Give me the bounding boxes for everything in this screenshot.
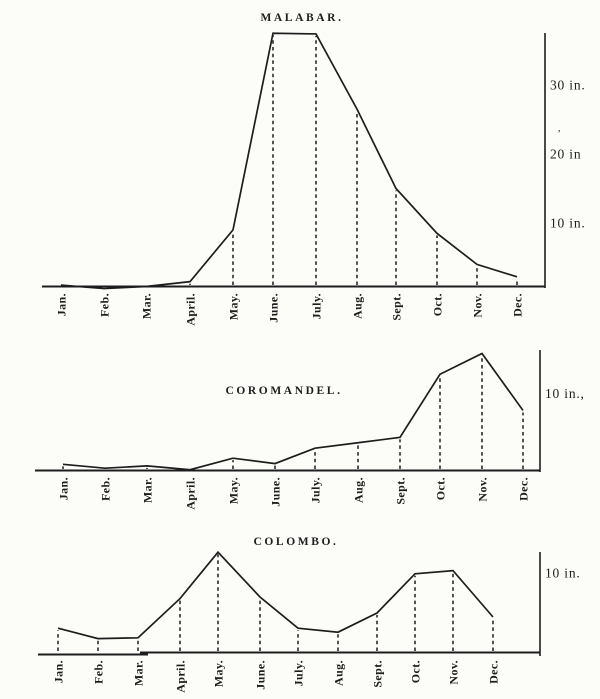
y-tick-label: 20 in [550, 147, 581, 162]
month-label: Jan. [55, 293, 69, 316]
month-label: Jan. [52, 660, 66, 683]
rainfall-curve [62, 352, 524, 471]
month-label: July. [310, 293, 324, 319]
month-label: Feb. [92, 660, 106, 684]
month-label: Nov. [471, 293, 485, 318]
month-label: Nov. [447, 660, 461, 685]
month-label: Aug. [352, 477, 366, 503]
chart-colombo: 10 in. Jan. Feb. Mar. April. May. June. July. Au… [38, 536, 581, 693]
month-label: Sept. [390, 293, 404, 321]
month-label: Feb. [99, 477, 113, 501]
month-label: Sept. [371, 660, 385, 688]
month-label: Oct. [434, 477, 448, 500]
y-tick-label: 30 in. [550, 78, 586, 93]
y-tick-label: 10 in. [550, 216, 586, 231]
month-label: Oct. [431, 293, 445, 316]
month-label: Mar. [140, 293, 154, 319]
month-label: July. [292, 660, 306, 686]
month-label: Dec. [511, 293, 525, 317]
month-label: Aug. [332, 660, 346, 686]
month-label: June. [267, 293, 281, 323]
month-label: Dec. [517, 477, 531, 501]
month-label: Mar. [141, 477, 155, 503]
month-label: Oct. [409, 660, 423, 683]
month-label: June. [254, 660, 268, 690]
month-label: Dec. [487, 660, 501, 684]
rainfall-curve [60, 32, 518, 290]
y-tick-label: 10 in. [545, 566, 581, 581]
month-label: Jan. [57, 477, 71, 500]
chart-coromandel: 10 in., Jan. Feb. Mar. April. May. June. July. A… [35, 350, 585, 510]
stray-ink-mark: , [558, 123, 561, 134]
month-label: April. [174, 660, 188, 693]
chart-malabar: 30 in. 20 in 10 in. Jan. Feb. Mar. April. May. J… [42, 12, 586, 326]
month-label: June. [269, 477, 283, 507]
month-label: May. [227, 477, 241, 504]
chart-title: MALABAR. [260, 12, 343, 24]
month-label: May. [212, 660, 226, 687]
y-tick-label: 10 in., [545, 386, 585, 401]
month-label: July. [309, 477, 323, 503]
chart-title: COROMANDEL. [225, 385, 342, 397]
month-label: Nov. [476, 477, 490, 502]
chart-title: COLOMBO. [253, 536, 338, 548]
rainfall-curve [57, 550, 494, 640]
month-label: Sept. [394, 477, 408, 505]
month-label: April. [184, 293, 198, 326]
month-label: May. [227, 293, 241, 320]
month-label: April. [184, 477, 198, 510]
month-label: Feb. [98, 293, 112, 317]
month-label: Aug. [351, 293, 365, 319]
month-label: Mar. [132, 660, 146, 686]
